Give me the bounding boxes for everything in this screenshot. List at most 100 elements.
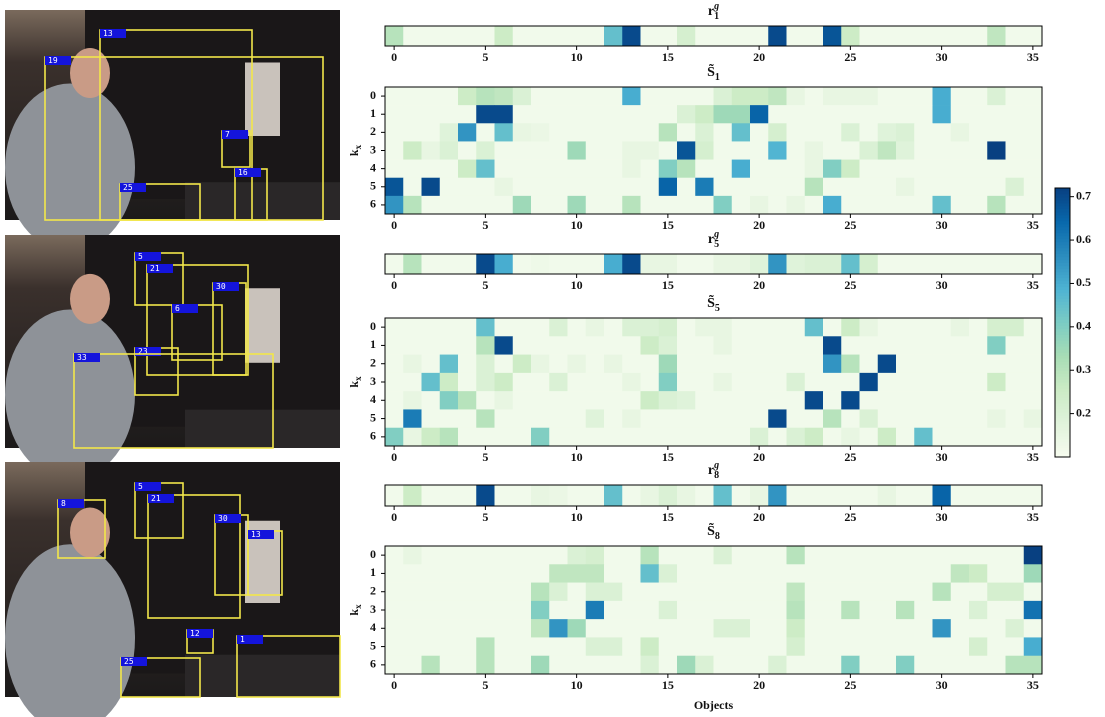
heatmap-cell (658, 409, 678, 429)
heatmap-cell (859, 655, 879, 675)
title-sup: g (713, 229, 719, 240)
heatmap-cell (695, 354, 714, 374)
heatmap-cell (768, 427, 787, 447)
heatmap-cell (969, 655, 988, 675)
heatmap-cell (695, 195, 714, 215)
heatmap-cell (731, 177, 751, 197)
x-tick-label: 25 (844, 278, 856, 292)
x-tick-label: 30 (936, 510, 948, 524)
heatmap-cell (494, 582, 514, 602)
colorbar-step (1055, 238, 1070, 243)
heatmap-cell (385, 336, 404, 355)
heatmap-cell (877, 546, 897, 565)
heatmap-cell (604, 318, 623, 337)
heatmap-cell (403, 123, 422, 142)
heatmap-cell (604, 427, 623, 447)
heatmap-cell (804, 318, 824, 337)
heatmap-cell (494, 546, 514, 565)
heatmap-cell (567, 105, 587, 124)
heatmap-cell (695, 564, 714, 583)
colorbar-step (1055, 361, 1070, 365)
heatmap-cell (549, 564, 568, 583)
heatmap-cell (567, 336, 587, 355)
heatmap-cell (421, 195, 441, 215)
box-tag (100, 29, 126, 38)
heatmap-cell (549, 546, 568, 565)
heatmap-cell (585, 195, 605, 215)
heatmap-cell (731, 159, 751, 179)
x-tick-label: 30 (936, 450, 948, 464)
heatmap-cell (950, 123, 970, 142)
x-tick-label: 25 (844, 510, 856, 524)
heatmap-cell (896, 123, 915, 142)
heatmap-cell (439, 600, 459, 620)
box-tag (135, 482, 161, 491)
heatmap-cell (1023, 582, 1043, 602)
heatmap-cell (896, 336, 915, 355)
heatmap-cell (439, 336, 459, 355)
heatmap-cell (567, 195, 587, 215)
heatmap-cell (677, 105, 696, 124)
heatmap-cell (385, 354, 404, 374)
heatmap-cell (914, 564, 933, 583)
heatmap-cell (969, 546, 988, 565)
x-tick-label: 15 (662, 278, 674, 292)
heatmap-cell (969, 87, 988, 106)
heatmap-cell (1005, 336, 1025, 355)
heatmap-cell (713, 254, 733, 275)
heatmap-cell (512, 427, 532, 447)
heatmap-cell (403, 564, 422, 583)
heatmap-cell (476, 391, 495, 410)
heatmap-cell (1005, 177, 1025, 197)
heatmap-cell (859, 195, 879, 215)
heatmap-cell (823, 427, 842, 447)
colorbar-tick-label: 0.4 (1076, 319, 1091, 333)
heatmap-cell (1023, 546, 1043, 565)
heatmap-cell (841, 485, 860, 507)
heatmap-cell (403, 582, 422, 602)
y-tick-label: 6 (370, 657, 376, 671)
box-tag (58, 499, 84, 508)
heatmap-cell (476, 637, 495, 657)
heatmap-cell (494, 123, 514, 142)
heatmap-cell (622, 159, 641, 179)
heatmap-cell (877, 195, 897, 215)
heatmap-cell (604, 141, 623, 160)
heatmap-cell (622, 195, 641, 215)
colorbar-step (1055, 256, 1070, 261)
heatmap-cell (768, 619, 787, 638)
heatmap-cell (804, 619, 824, 638)
heatmap-cell (768, 485, 787, 507)
x-tick-label: 20 (753, 678, 765, 692)
x-tick-label: 5 (482, 218, 488, 232)
heatmap-cell (950, 564, 970, 583)
heatmap-cell (750, 26, 769, 47)
colorbar-step (1055, 196, 1070, 201)
heatmap-cell (804, 177, 824, 197)
heatmap-cell (695, 26, 714, 47)
heatmap-cell (677, 87, 696, 106)
heatmap-cell (476, 409, 495, 429)
x-tick-label: 0 (391, 450, 397, 464)
colorbar-step (1055, 436, 1070, 440)
heatmap-cell (567, 619, 587, 638)
heatmap-cell (1023, 354, 1043, 374)
heatmap-cell (604, 123, 623, 142)
x-tick-label: 20 (753, 278, 765, 292)
heatmap-cell (549, 123, 568, 142)
box-label: 13 (251, 530, 261, 539)
heatmap-cell (987, 177, 1006, 197)
heatmap-cell (385, 195, 404, 215)
x-tick-label: 15 (662, 218, 674, 232)
panel-frame (384, 484, 1043, 507)
heatmap-cell (914, 637, 933, 657)
y-tick-label: 2 (370, 355, 376, 369)
heatmap-cell (932, 582, 952, 602)
heatmap-cell (750, 195, 769, 215)
heatmap-cell (1005, 254, 1025, 275)
heatmap-cell (969, 105, 988, 124)
heatmap-cell (841, 336, 860, 355)
heatmap-cell (731, 87, 751, 106)
heatmap-cell (1005, 637, 1025, 657)
